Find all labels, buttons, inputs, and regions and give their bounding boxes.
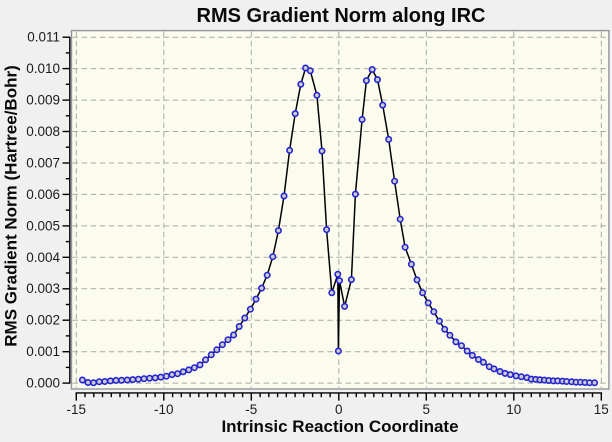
svg-text:10: 10 — [506, 402, 521, 417]
svg-text:-15: -15 — [67, 402, 87, 417]
svg-text:0.005: 0.005 — [26, 218, 60, 233]
svg-text:0.006: 0.006 — [26, 187, 60, 202]
svg-text:0.002: 0.002 — [26, 313, 60, 328]
svg-text:0.011: 0.011 — [27, 30, 60, 45]
svg-text:RMS Gradient Norm (Hartree/Boh: RMS Gradient Norm (Hartree/Bohr) — [1, 65, 20, 346]
svg-text:15: 15 — [594, 402, 609, 417]
svg-text:-10: -10 — [154, 402, 174, 417]
svg-text:-5: -5 — [245, 402, 257, 417]
svg-text:Intrinsic Reaction Coordinate: Intrinsic Reaction Coordinate — [221, 417, 458, 436]
svg-text:0.008: 0.008 — [26, 124, 60, 139]
svg-text:5: 5 — [423, 402, 431, 417]
svg-text:0.000: 0.000 — [26, 376, 60, 391]
svg-text:RMS Gradient Norm along IRC: RMS Gradient Norm along IRC — [197, 5, 486, 27]
svg-text:0.010: 0.010 — [26, 61, 60, 76]
svg-text:0.004: 0.004 — [26, 250, 60, 265]
svg-text:0.007: 0.007 — [26, 156, 60, 171]
svg-text:0: 0 — [335, 402, 343, 417]
svg-text:0.003: 0.003 — [26, 281, 60, 296]
svg-text:0.001: 0.001 — [26, 344, 60, 359]
svg-text:0.009: 0.009 — [26, 93, 60, 108]
